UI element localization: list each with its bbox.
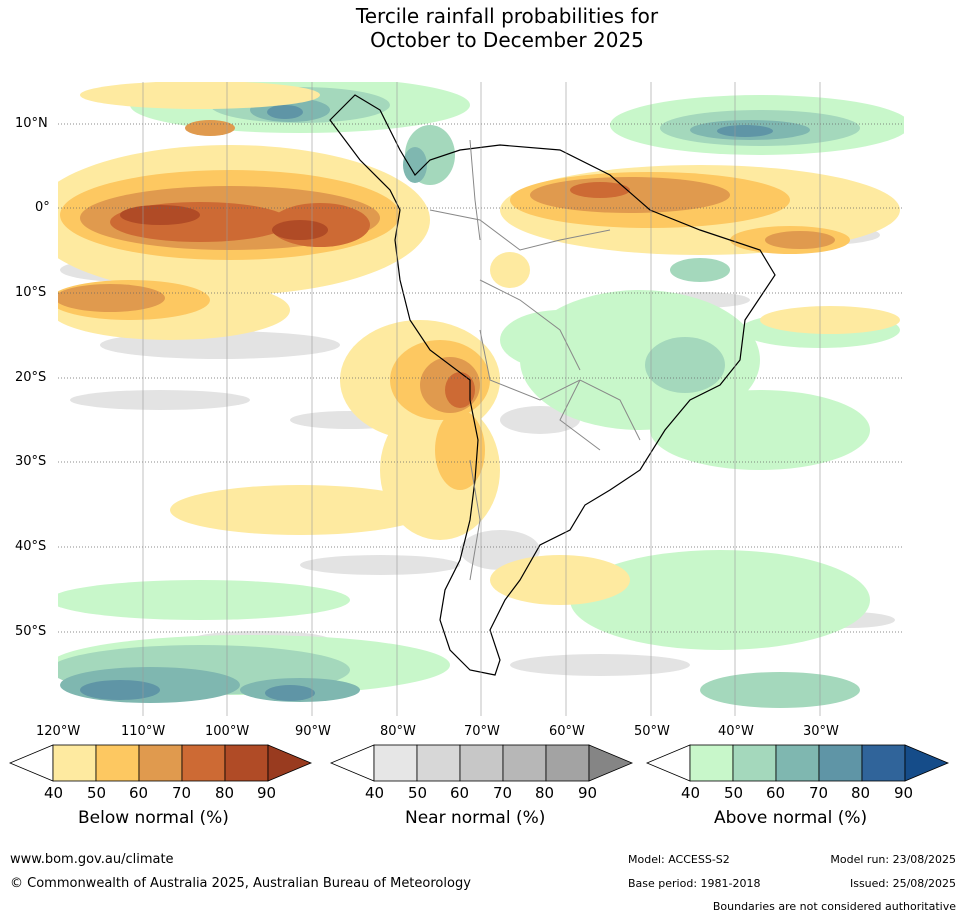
near-normal-title: Near normal (%) (405, 808, 546, 828)
map-field (58, 82, 904, 716)
above-tick-60: 60 (766, 784, 786, 802)
colorbar-segment (775, 744, 820, 782)
lat-label-0: 0° (35, 200, 50, 215)
lon-label-30w: 30°W (803, 724, 839, 739)
lon-label-100w: 100°W (205, 724, 250, 739)
lat-label-40s: 40°S (15, 539, 47, 554)
base-period-text: Base period: 1981-2018 (628, 877, 761, 890)
below-normal-colorbar (8, 744, 313, 782)
issued-text: Issued: 25/08/2025 (849, 877, 956, 890)
lat-label-20s: 20°S (15, 370, 47, 385)
near-tick-90: 90 (578, 784, 598, 802)
colorbar-segment (181, 744, 226, 782)
colorbar-segment (818, 744, 863, 782)
lon-label-40w: 40°W (718, 724, 754, 739)
colorbar-segment (459, 744, 504, 782)
colorbar-segment (138, 744, 183, 782)
below-tick-50: 50 (87, 784, 107, 802)
colorbar-segment (95, 744, 140, 782)
lon-label-90w: 90°W (295, 724, 331, 739)
above-tick-50: 50 (724, 784, 744, 802)
lat-label-10n: 10°N (15, 116, 48, 131)
colorbar-segment (645, 744, 691, 782)
lat-label-30s: 30°S (15, 454, 47, 469)
near-tick-60: 60 (450, 784, 470, 802)
colorbar-segment (732, 744, 777, 782)
near-normal-colorbar (329, 744, 634, 782)
colorbar-segment (904, 744, 950, 782)
lon-label-70w: 70°W (464, 724, 500, 739)
website-link[interactable]: www.bom.gov.au/climate (10, 852, 174, 867)
lat-label-50s: 50°S (15, 624, 47, 639)
colorbar-segment (8, 744, 54, 782)
lon-label-50w: 50°W (634, 724, 670, 739)
above-tick-90: 90 (894, 784, 914, 802)
colorbar-segment (52, 744, 97, 782)
below-normal-title: Below normal (%) (78, 808, 229, 828)
near-tick-40: 40 (365, 784, 385, 802)
map-title: Tercile rainfall probabilities for Octob… (0, 4, 965, 52)
colorbar-segment (689, 744, 734, 782)
south-america-outline (329, 94, 776, 676)
title-line-1: Tercile rainfall probabilities for (355, 4, 659, 28)
below-tick-70: 70 (172, 784, 192, 802)
lon-label-120w: 120°W (36, 724, 81, 739)
model-run-text: Model run: 23/08/2025 (830, 853, 956, 866)
lon-label-110w: 110°W (121, 724, 166, 739)
below-tick-60: 60 (129, 784, 149, 802)
below-tick-40: 40 (44, 784, 64, 802)
colorbar-segment (224, 744, 269, 782)
colorbar-segment (588, 744, 634, 782)
copyright-text: © Commonwealth of Australia 2025, Austra… (10, 876, 471, 891)
below-tick-90: 90 (257, 784, 277, 802)
near-tick-70: 70 (493, 784, 513, 802)
lat-label-10s: 10°S (15, 285, 47, 300)
colorbar-segment (373, 744, 418, 782)
colorbar-segment (861, 744, 906, 782)
below-tick-80: 80 (215, 784, 235, 802)
lon-label-60w: 60°W (549, 724, 585, 739)
colorbar-segment (329, 744, 375, 782)
above-tick-70: 70 (809, 784, 829, 802)
above-tick-80: 80 (851, 784, 871, 802)
disclaimer-text: Boundaries are not considered authoritat… (712, 900, 956, 913)
near-tick-80: 80 (535, 784, 555, 802)
colorbar-segment (267, 744, 313, 782)
model-text: Model: ACCESS-S2 (628, 853, 730, 866)
colorbar-segment (545, 744, 590, 782)
colorbar-segment (416, 744, 461, 782)
lon-label-80w: 80°W (380, 724, 416, 739)
above-normal-title: Above normal (%) (714, 808, 868, 828)
above-normal-colorbar (645, 744, 950, 782)
title-line-2: October to December 2025 (370, 28, 644, 52)
colorbar-segment (502, 744, 547, 782)
near-tick-50: 50 (408, 784, 428, 802)
above-tick-40: 40 (681, 784, 701, 802)
